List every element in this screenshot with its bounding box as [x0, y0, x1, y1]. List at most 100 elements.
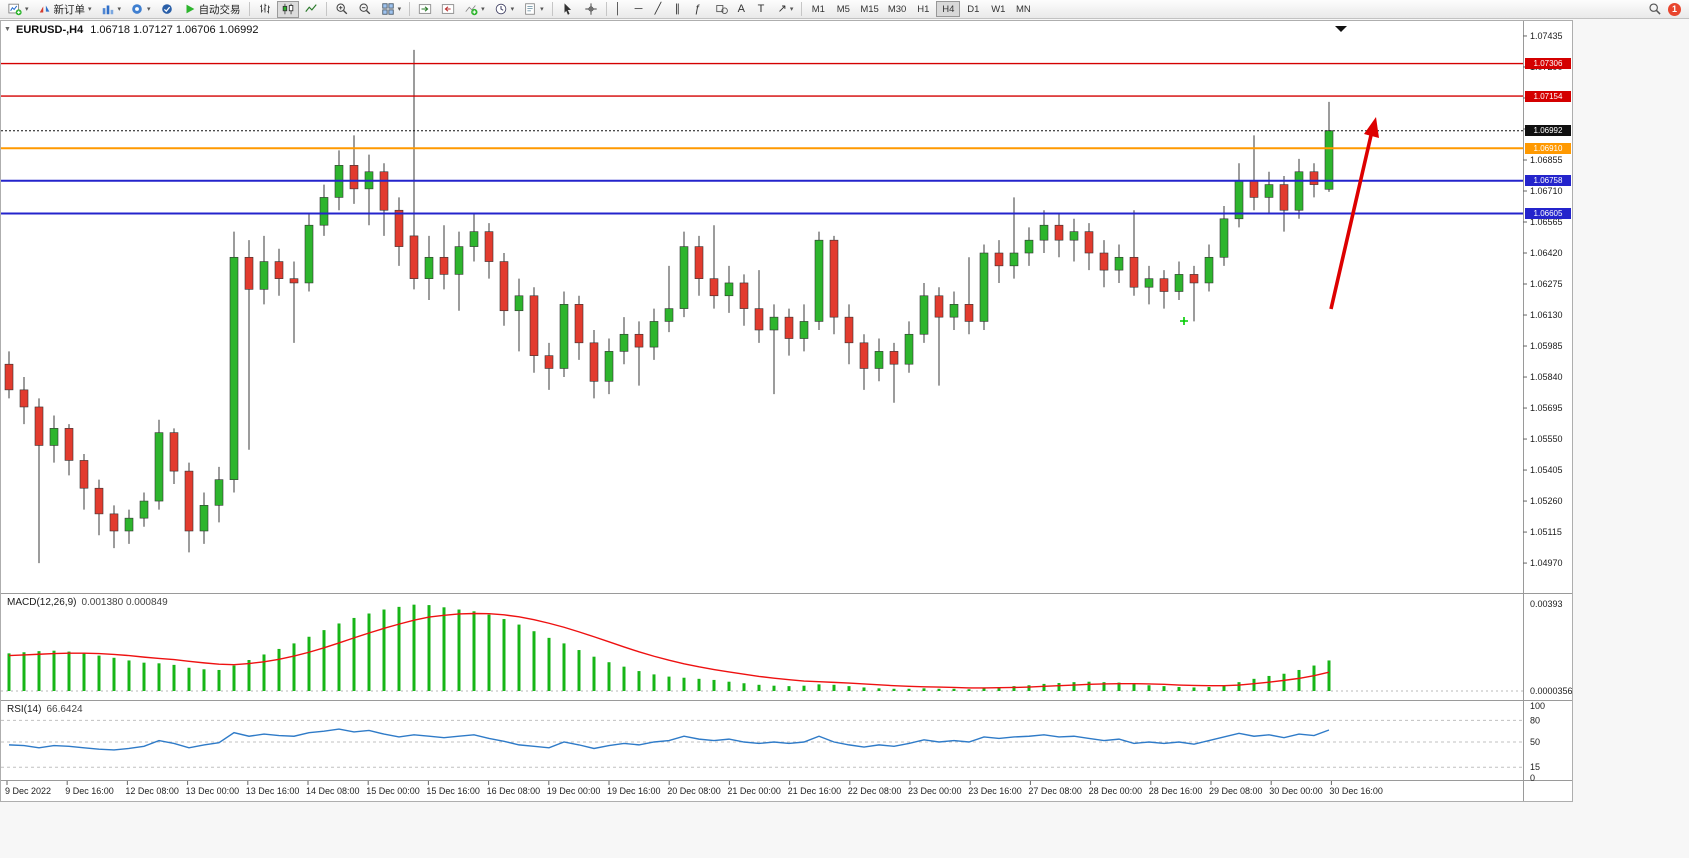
svg-text:29 Dec 08:00: 29 Dec 08:00	[1209, 786, 1263, 796]
svg-text:30 Dec 00:00: 30 Dec 00:00	[1269, 786, 1323, 796]
svg-text:9 Dec 16:00: 9 Dec 16:00	[65, 786, 114, 796]
templates-button[interactable]: ▾	[519, 1, 548, 18]
candle	[949, 304, 959, 318]
profiles-button[interactable]: ▾	[97, 1, 126, 18]
panel-separator-macd-rsi[interactable]	[1, 699, 1572, 703]
svg-text:1.07435: 1.07435	[1530, 31, 1563, 41]
candle	[829, 239, 839, 318]
chart-shift-marker[interactable]	[1335, 26, 1347, 32]
community-icon	[161, 4, 172, 14]
timeframe-button-M15[interactable]: M15	[856, 1, 882, 17]
svg-text:1.06710: 1.06710	[1530, 186, 1563, 196]
svg-text:80: 80	[1530, 715, 1540, 725]
autotrading-button[interactable]: 自动交易	[179, 1, 245, 18]
panel-separator-rsi-timeaxis[interactable]	[1, 779, 1572, 783]
vertical-line-tool-button[interactable]: │	[611, 1, 630, 18]
candles-layer	[4, 49, 1334, 564]
candle	[934, 295, 944, 318]
zoom-out-button[interactable]	[354, 1, 376, 18]
periods-button[interactable]: ▾	[490, 1, 519, 18]
timeframe-button-M1[interactable]: M1	[806, 1, 830, 17]
timeframe-button-M30[interactable]: M30	[884, 1, 910, 17]
svg-text:9 Dec 2022: 9 Dec 2022	[5, 786, 51, 796]
bar-chart-button[interactable]	[254, 1, 276, 18]
new-order-label: 新订单	[53, 3, 86, 16]
search-icon[interactable]	[1648, 2, 1662, 16]
zoom-in-icon	[336, 3, 347, 15]
chart-shift-button[interactable]	[437, 1, 459, 18]
dropdown-arrow-icon: ▾	[397, 6, 402, 13]
dropdown-arrow-icon: ▾	[481, 6, 485, 13]
horizontal-line-tool-button[interactable]: ─	[631, 1, 650, 18]
trendline-tool-button[interactable]: ╱	[651, 1, 670, 18]
cursor-tool-button[interactable]	[557, 1, 579, 18]
rsi-indicator-label: RSI(14) 66.6424	[7, 704, 83, 715]
timeframe-button-H1[interactable]: H1	[911, 1, 935, 17]
label-tool-button[interactable]: T	[754, 1, 773, 18]
macd-histogram	[7, 604, 1331, 691]
cursor-icon	[564, 3, 571, 15]
price-axis[interactable]: 1.074351.072901.071451.070001.068551.067…	[1523, 31, 1563, 568]
chart-canvas[interactable]: 1.074351.072901.071451.070001.068551.067…	[1, 21, 1572, 801]
panel-separator-main-macd[interactable]	[1, 592, 1572, 596]
auto-scroll-button[interactable]	[414, 1, 436, 18]
new-order-button[interactable]: 新订单 ▾	[34, 1, 96, 18]
candle	[1159, 278, 1169, 292]
svg-text:0: 0	[1530, 773, 1535, 783]
candle	[1024, 239, 1034, 254]
channel-tool-button[interactable]: ∥	[671, 1, 690, 18]
toolbar-right-cluster: 1	[1648, 2, 1685, 16]
candle	[574, 304, 584, 344]
candle	[784, 316, 794, 339]
candle	[184, 470, 194, 532]
svg-text:1.05115: 1.05115	[1530, 527, 1562, 537]
time-axis[interactable]: 9 Dec 2022 9 Dec 16:00 12 Dec 08:00 13 Dec …	[5, 781, 1383, 796]
bar-chart-icon	[259, 3, 270, 14]
text-icon: A	[737, 2, 745, 15]
candle	[769, 316, 779, 331]
timeframe-button-MN[interactable]: MN	[1011, 1, 1035, 17]
timeframe-button-H4[interactable]: H4	[936, 1, 961, 17]
candle	[919, 295, 929, 335]
template-icon	[525, 3, 535, 15]
price-badge-1.06992: 1.06992	[1525, 125, 1571, 137]
crosshair-tool-button[interactable]	[580, 1, 602, 18]
candle	[244, 256, 254, 290]
order-plus-marker	[1180, 317, 1188, 325]
line-chart-button[interactable]	[300, 1, 322, 18]
candle	[1039, 224, 1049, 241]
tile-windows-button[interactable]: ▾	[377, 1, 406, 18]
arrows-tool-button[interactable]: ↗ ▾	[774, 1, 798, 18]
new-chart-icon	[8, 3, 22, 16]
arrows-icon: ↗	[777, 2, 787, 15]
shapes-tool-button[interactable]	[711, 1, 733, 18]
toolbar-separator	[409, 2, 411, 16]
candle	[1054, 224, 1064, 241]
candle	[859, 342, 869, 369]
candle	[979, 252, 989, 322]
autotrading-label: 自动交易	[198, 3, 241, 16]
svg-text:28 Dec 00:00: 28 Dec 00:00	[1089, 786, 1143, 796]
zoom-in-button[interactable]	[331, 1, 353, 18]
fibonacci-tool-button[interactable]: ƒ	[691, 1, 710, 18]
alerts-button[interactable]: ▾	[126, 1, 155, 18]
community-button[interactable]	[156, 1, 178, 18]
text-tool-button[interactable]: A	[734, 1, 753, 18]
ohlc-expander-icon[interactable]: ▼	[4, 26, 11, 33]
new-chart-button[interactable]: ▾	[4, 1, 33, 18]
timeframe-button-M5[interactable]: M5	[831, 1, 855, 17]
price-badge-1.06758: 1.06758	[1525, 175, 1571, 187]
candle	[1204, 256, 1214, 284]
svg-text:1.06565: 1.06565	[1530, 217, 1563, 227]
candle	[709, 278, 719, 297]
candlestick-chart-button[interactable]	[276, 0, 299, 18]
candle	[799, 321, 809, 339]
notification-badge[interactable]: 1	[1668, 2, 1681, 16]
add-indicator-button[interactable]: ▾	[460, 1, 489, 18]
timeframe-button-W1[interactable]: W1	[986, 1, 1010, 17]
svg-text:1.05840: 1.05840	[1530, 372, 1563, 382]
level-lines[interactable]	[1, 62, 1523, 215]
trend-arrow-annotation[interactable]	[1329, 117, 1379, 310]
timeframe-button-D1[interactable]: D1	[961, 1, 985, 17]
svg-text:1.05550: 1.05550	[1530, 434, 1563, 444]
